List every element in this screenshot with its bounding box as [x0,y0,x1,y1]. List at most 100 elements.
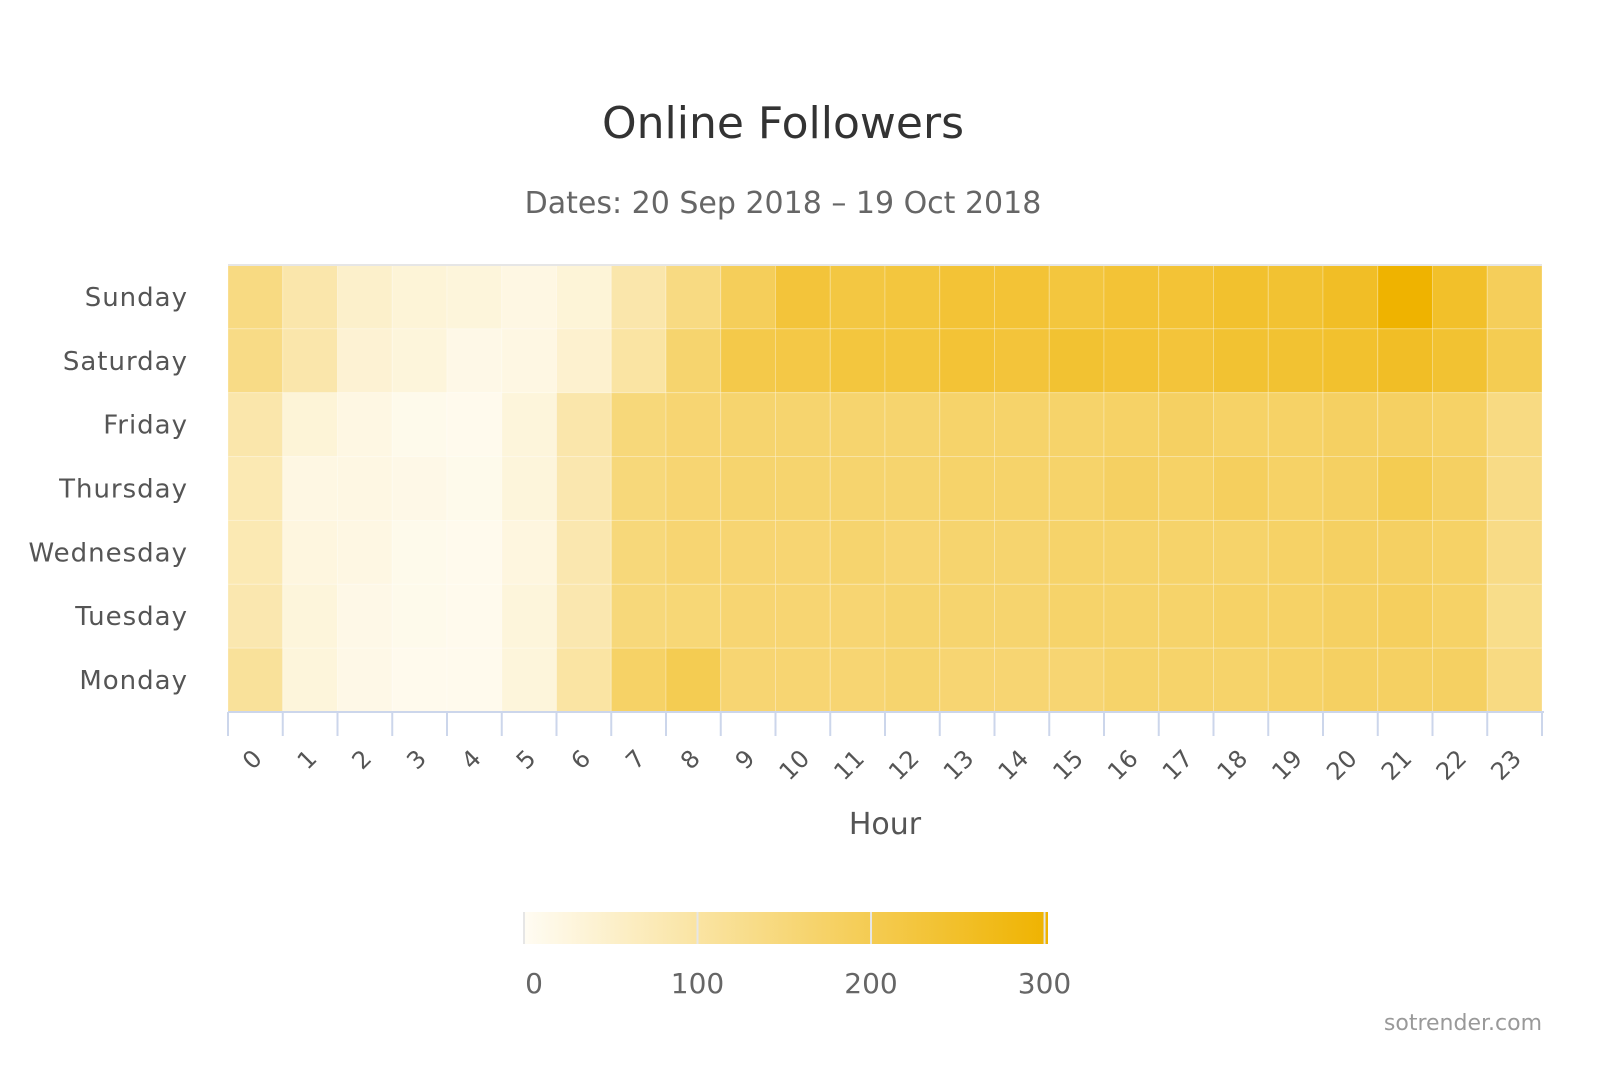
x-tick-label: 23 [1485,744,1526,785]
heatmap-cell [884,583,941,649]
heatmap-cell [1322,456,1379,521]
color-legend-bar [524,912,1048,944]
heatmap-cell [775,456,831,521]
heatmap-cell [1213,456,1269,521]
heatmap-cell [501,264,557,330]
heatmap-cell [1377,264,1433,330]
heatmap-cell [720,647,776,713]
heatmap-cell [446,647,503,713]
heatmap-cell [556,583,612,649]
heatmap-cell [1267,583,1324,649]
heatmap-cell [939,456,995,521]
heatmap-cell [665,328,722,394]
heatmap-cell [1432,456,1488,521]
heatmap-cell [665,392,722,458]
heatmap-cell [720,583,776,649]
heatmap-cell [720,392,776,458]
heatmap-cell [939,647,995,713]
heatmap-cell [720,456,776,521]
x-tick-label: 19 [1266,744,1307,785]
heatmap-cell [1103,328,1160,394]
x-tick-label: 13 [938,744,979,785]
heatmap-cell [227,392,284,458]
heatmap-cell [446,328,503,394]
heatmap-cell [501,392,557,458]
heatmap-cell [994,647,1050,713]
heatmap-cell [556,647,612,713]
heatmap-cell [1213,647,1269,713]
heatmap-cell [556,264,612,330]
x-tick-label: 21 [1376,744,1417,785]
heatmap-cell [1213,264,1269,330]
heatmap-cell [1213,328,1269,394]
heatmap-cell [282,264,338,330]
heatmap-cell [1377,583,1433,649]
heatmap-cell [1377,328,1433,394]
heatmap-cell [1048,264,1105,330]
heatmap-cell [610,264,667,330]
x-tick-label: 18 [1212,744,1253,785]
heatmap-cell [446,264,503,330]
x-tick-label: 3 [401,744,432,775]
heatmap-cell [391,647,448,713]
heatmap-cell [775,583,831,649]
heatmap-cell [1103,519,1160,585]
heatmap-cell [1322,392,1379,458]
heatmap-cell [829,583,886,649]
heatmap-cell [884,647,941,713]
heatmap-cell [446,583,503,649]
credit-link[interactable]: sotrender.com [1383,1011,1542,1036]
heatmap-cell [884,519,941,585]
y-tick-label: Friday [103,411,188,441]
heatmap-cell [1432,328,1488,394]
heatmap-cell [720,264,776,330]
heatmap-cell [337,647,393,713]
heatmap-cell [775,328,831,394]
heatmap-cell [829,264,886,330]
heatmap-cell [1322,328,1379,394]
heatmap-cell [1103,647,1160,713]
y-tick-label: Thursday [58,475,188,505]
legend-tick-label: 300 [1018,967,1071,1000]
heatmap-cell [391,583,448,649]
heatmap-cell [665,583,722,649]
x-tick-label: 0 [237,744,268,775]
heatmap-cell [501,519,557,585]
x-tick-label: 20 [1321,744,1362,785]
heatmap-cell [1377,519,1433,585]
heatmap-cell [1486,583,1543,649]
y-tick-label: Monday [79,666,188,696]
heatmap-cell [337,328,393,394]
heatmap-cell [1432,647,1488,713]
x-tick-label: 6 [566,744,597,775]
y-tick-label: Tuesday [74,602,188,632]
heatmap-cell [1267,519,1324,585]
x-axis-title: Hour [849,807,922,842]
heatmap-cell [884,328,941,394]
heatmap-cell [1158,519,1214,585]
heatmap-cell [994,264,1050,330]
heatmap-cell [282,519,338,585]
heatmap-cell [1432,264,1488,330]
heatmap-cell [227,264,284,330]
heatmap-cell [994,583,1050,649]
legend-tick-label: 100 [671,967,724,1000]
heatmap-cell [282,328,338,394]
heatmap-cell [610,328,667,394]
heatmap-cell [939,519,995,585]
y-tick-label: Sunday [85,283,188,313]
heatmap-cell [1158,264,1214,330]
heatmap-cell [665,264,722,330]
x-tick-label: 22 [1431,744,1472,785]
heatmap-cell [610,392,667,458]
heatmap-cell [227,519,284,585]
heatmap-cell [1322,264,1379,330]
heatmap-cell [1377,392,1433,458]
heatmap-cell [610,519,667,585]
heatmap-cell [501,647,557,713]
heatmap-cell [391,519,448,585]
heatmap-cell [227,583,284,649]
heatmap-cell [884,392,941,458]
